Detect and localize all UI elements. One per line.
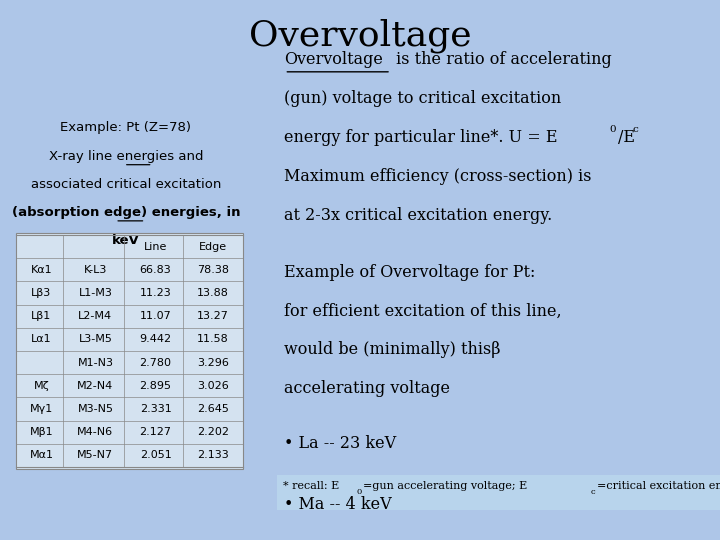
Text: 2.895: 2.895 [140, 381, 171, 391]
Text: 2.202: 2.202 [197, 427, 229, 437]
Text: Maximum efficiency (cross-section) is: Maximum efficiency (cross-section) is [284, 168, 592, 185]
Text: 3.026: 3.026 [197, 381, 229, 391]
Text: Kα1: Kα1 [30, 265, 53, 275]
Text: M1-N3: M1-N3 [78, 357, 114, 368]
Text: /E: /E [618, 129, 635, 146]
Text: Mζ: Mζ [34, 381, 49, 391]
Text: would be (minimally) thisβ: would be (minimally) thisβ [284, 341, 501, 358]
Text: 13.88: 13.88 [197, 288, 229, 298]
FancyBboxPatch shape [16, 233, 243, 469]
Text: L3-M5: L3-M5 [78, 334, 112, 345]
Text: 2.331: 2.331 [140, 404, 171, 414]
Text: Mα1: Mα1 [30, 450, 53, 461]
Text: for efficient excitation of this line,: for efficient excitation of this line, [284, 302, 562, 319]
Text: is the ratio of accelerating: is the ratio of accelerating [391, 51, 612, 68]
Text: Mγ1: Mγ1 [30, 404, 53, 414]
Text: Overvoltage: Overvoltage [248, 19, 472, 53]
Text: Mβ1: Mβ1 [30, 427, 53, 437]
Text: 0: 0 [609, 125, 616, 134]
Text: Example: Pt (Z=78): Example: Pt (Z=78) [60, 122, 192, 134]
Text: 2.051: 2.051 [140, 450, 171, 461]
Text: M2-N4: M2-N4 [77, 381, 114, 391]
Text: M3-N5: M3-N5 [78, 404, 114, 414]
Text: 2.133: 2.133 [197, 450, 229, 461]
Text: 11.58: 11.58 [197, 334, 229, 345]
Text: Overvoltage: Overvoltage [284, 51, 383, 68]
Text: 0: 0 [356, 488, 361, 496]
Text: (absorption edge) energies, in: (absorption edge) energies, in [12, 206, 240, 219]
Text: c: c [590, 488, 595, 496]
Text: Line: Line [144, 241, 167, 252]
Text: 11.23: 11.23 [140, 288, 171, 298]
Text: accelerating voltage: accelerating voltage [284, 380, 451, 397]
Text: • Ma -- 4 keV: • Ma -- 4 keV [284, 496, 392, 512]
Text: 2.645: 2.645 [197, 404, 229, 414]
Text: associated critical excitation: associated critical excitation [31, 178, 221, 191]
FancyBboxPatch shape [277, 475, 720, 510]
Text: X-ray line energies and: X-ray line energies and [49, 150, 203, 163]
Text: 2.127: 2.127 [140, 427, 171, 437]
Text: keV: keV [112, 234, 140, 247]
Text: Example of Overvoltage for Pt:: Example of Overvoltage for Pt: [284, 264, 536, 280]
Text: K-L3: K-L3 [84, 265, 107, 275]
Text: Lβ1: Lβ1 [31, 311, 52, 321]
Text: * recall: E: * recall: E [283, 481, 339, 491]
Text: at 2-3x critical excitation energy.: at 2-3x critical excitation energy. [284, 207, 553, 224]
Text: c: c [632, 125, 638, 134]
Text: 78.38: 78.38 [197, 265, 229, 275]
Text: 11.07: 11.07 [140, 311, 171, 321]
Text: Edge: Edge [199, 241, 228, 252]
Text: energy for particular line*. U = E: energy for particular line*. U = E [284, 129, 558, 146]
Text: Lβ3: Lβ3 [31, 288, 52, 298]
Text: • La -- 23 keV: • La -- 23 keV [284, 435, 397, 452]
Text: 9.442: 9.442 [140, 334, 171, 345]
Text: 66.83: 66.83 [140, 265, 171, 275]
Text: =gun accelerating voltage; E: =gun accelerating voltage; E [363, 481, 527, 491]
Text: L1-M3: L1-M3 [78, 288, 112, 298]
Text: 3.296: 3.296 [197, 357, 229, 368]
Text: Lα1: Lα1 [31, 334, 52, 345]
Text: (gun) voltage to critical excitation: (gun) voltage to critical excitation [284, 90, 562, 107]
Text: M4-N6: M4-N6 [77, 427, 114, 437]
Text: 13.27: 13.27 [197, 311, 229, 321]
Text: 2.780: 2.780 [140, 357, 171, 368]
Text: L2-M4: L2-M4 [78, 311, 112, 321]
Text: =critical excitation energy: =critical excitation energy [597, 481, 720, 491]
Text: M5-N7: M5-N7 [77, 450, 114, 461]
